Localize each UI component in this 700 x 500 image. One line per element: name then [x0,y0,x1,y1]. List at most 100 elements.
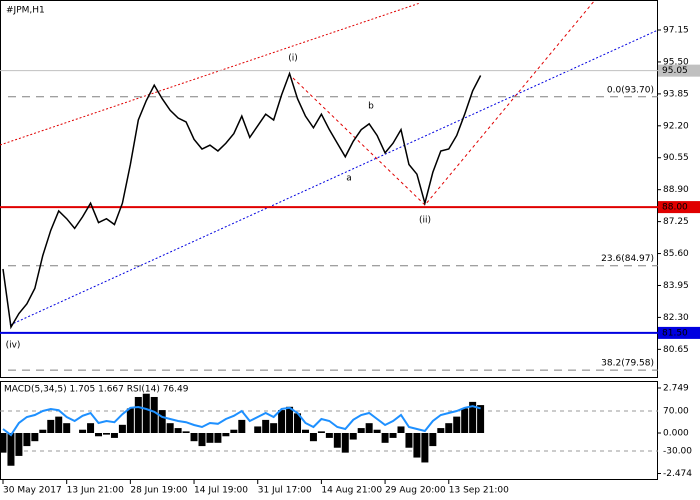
macd-bar [182,431,190,433]
macd-bar [150,396,158,433]
macd-bar [453,416,461,433]
macd-bar [102,432,110,435]
macd-bar [286,406,294,433]
macd-bar [309,432,317,442]
price-line [2,71,482,330]
macd-bar [461,408,469,433]
macd-bar [477,405,485,433]
macd-bar [238,419,246,433]
y2-tick-label: -30.00 [663,447,692,457]
macd-bar [389,432,397,438]
macd-bar [15,432,23,456]
macd-bar [0,432,7,453]
macd-bar [341,432,349,453]
upper-channel-line [0,2,421,146]
fib-label: 38.2(79.58) [601,359,654,369]
indicator-title: MACD(5,34,5) 1.705 1.667 RSI(14) 76.49 [4,385,189,395]
macd-bar [23,432,31,447]
y-tick-label: 0.000 [663,428,689,438]
macd-bar [325,432,333,438]
macd-bar [126,408,134,433]
price-level-label: 95.05 [662,66,688,76]
macd-bar [79,429,87,433]
macd-bar [278,410,286,433]
wave-label: (ii) [419,216,431,226]
price-level-box [658,201,700,214]
macd-bar [47,419,55,433]
indicator-panel-frame [0,381,658,480]
macd-bar [222,432,230,437]
x-tick-label: 30 May 2017 [3,486,62,496]
wave-label: (i) [288,54,298,64]
y-tick-label: 92.20 [663,121,689,131]
rsi-line [2,405,481,437]
macd-bar [437,428,445,433]
y-tick-label: 87.25 [663,217,689,227]
macd-bar [7,432,15,466]
y-tick-label: 97.15 [663,26,689,36]
wave-label: b [368,102,374,112]
macd-bar [198,432,206,447]
y-tick-label: 83.95 [663,281,689,291]
y-tick-label: 90.55 [663,153,689,163]
macd-bar [39,429,47,433]
macd-bar [413,432,421,458]
macd-bar [262,419,270,433]
wave-line [292,0,596,206]
macd-bar [134,396,142,433]
macd-bar [214,432,222,443]
macd-bar [270,423,278,433]
price-panel-frame [0,0,658,378]
y2-tick-label: 70.00 [663,407,689,417]
macd-bar [397,426,405,433]
x-tick-label: 14 Jul 19:00 [194,486,248,496]
macd-bar [421,432,429,463]
y-tick-label: 93.85 [663,89,689,99]
macd-bar [445,423,453,433]
y-tick-label: 85.60 [663,249,689,259]
macd-bar [469,401,477,433]
price-level-label: 81.50 [662,328,688,338]
macd-bar [31,432,39,442]
macd-bar [301,429,309,433]
x-tick-label: 29 Aug 20:00 [385,486,446,496]
wave-label: (iv) [6,341,21,351]
macd-bar [158,410,166,433]
x-tick-label: 13 Sep 21:00 [449,486,509,496]
y-tick-label: 95.50 [663,57,689,67]
y-tick-label: 82.30 [663,313,689,323]
macd-bar [63,423,71,433]
macd-bar [405,432,413,448]
macd-bar [166,423,174,433]
y-tick-label: -2.474 [663,469,692,479]
x-tick-label: 31 Jul 17:00 [258,486,312,496]
x-tick-label: 14 Aug 21:00 [321,486,382,496]
macd-bar [357,428,365,433]
macd-bar [381,432,389,443]
macd-bar [142,393,150,433]
price-level-box [658,326,700,339]
price-level-box [658,64,700,77]
lower-channel-line [9,29,659,326]
x-tick-label: 28 Jun 19:00 [130,486,187,496]
y-tick-label: 88.90 [663,185,689,195]
y-tick-label: 80.65 [663,345,689,355]
x-tick-label: 13 Jun 21:00 [67,486,124,496]
macd-bar [118,424,126,433]
macd-bar [87,423,95,433]
macd-bar [55,416,63,433]
macd-bar [190,432,198,442]
fib-label: 23.6(84.97) [601,254,654,264]
macd-bar [317,431,325,433]
wave-label: a [346,174,352,184]
chart-title: #JPM,H1 [6,6,45,16]
y-tick-label: 2.749 [663,383,689,393]
macd-bar [294,413,302,433]
macd-bar [254,426,262,433]
macd-bar [349,432,357,440]
macd-bar [206,432,214,443]
macd-bar [230,429,238,433]
macd-bar [365,423,373,433]
